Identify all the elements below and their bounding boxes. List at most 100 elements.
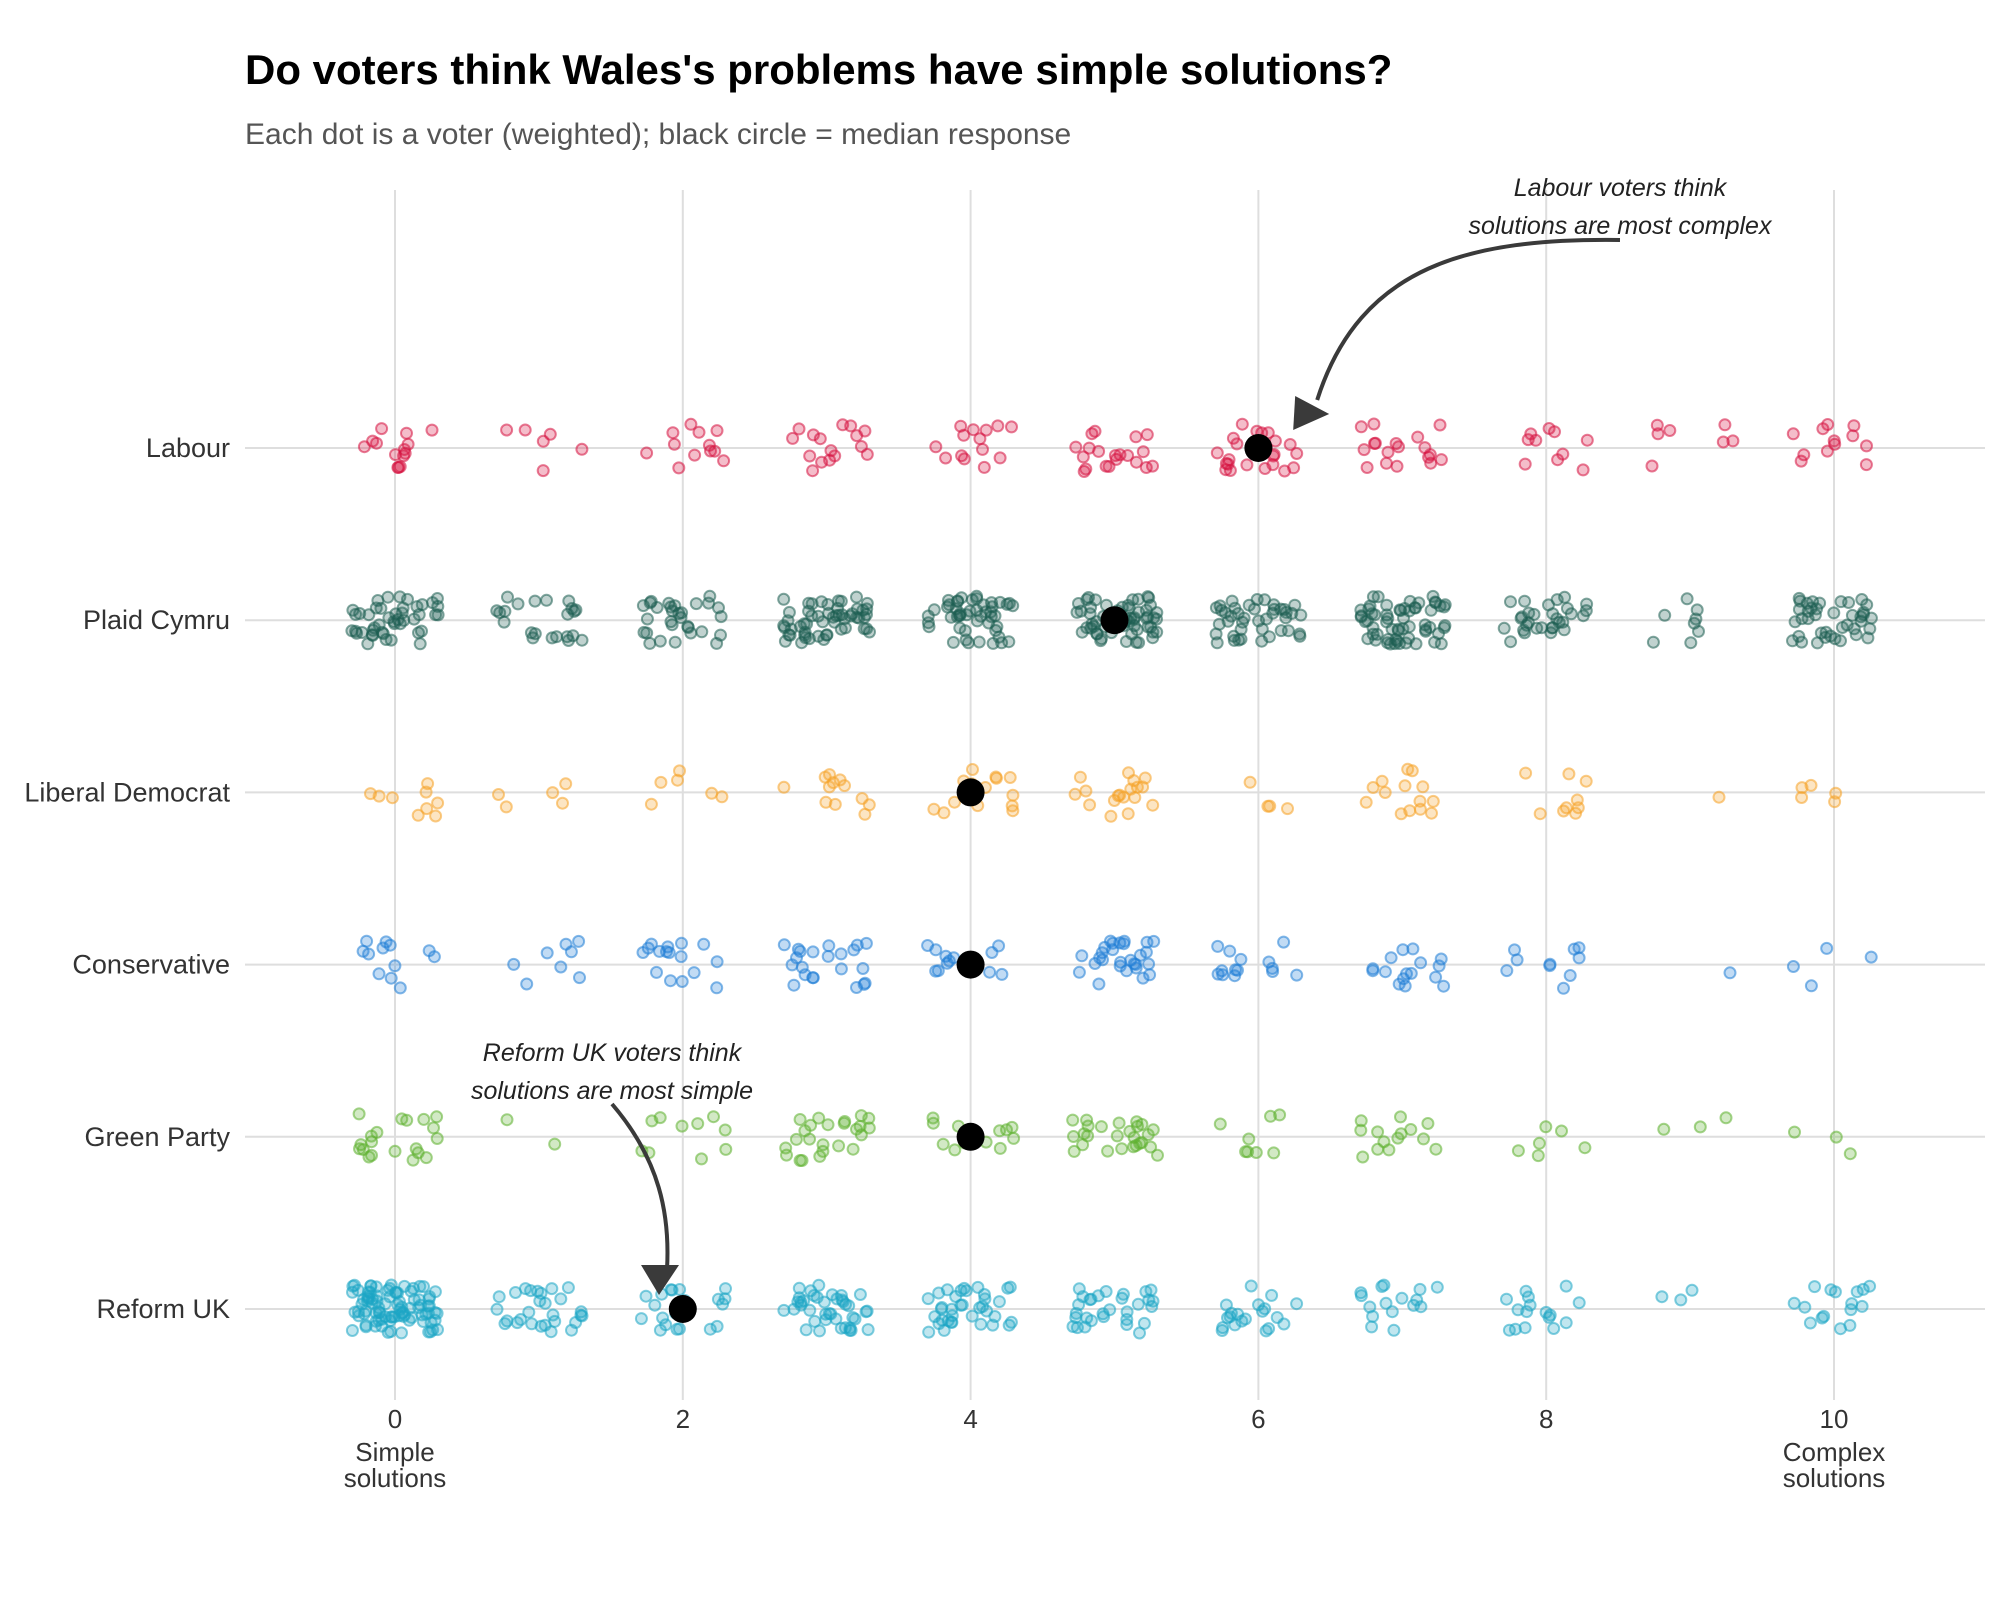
voter-dot <box>644 797 658 811</box>
voter-dot <box>1508 1322 1522 1336</box>
voter-dot <box>921 616 935 630</box>
voter-dot <box>857 610 871 624</box>
voter-dot <box>940 1283 954 1297</box>
voter-dot <box>565 1323 578 1337</box>
voter-dot <box>415 598 429 612</box>
voter-dot <box>976 442 989 456</box>
voter-dot <box>1576 463 1590 477</box>
voter-dot <box>798 628 812 642</box>
voter-dot <box>492 788 505 801</box>
voter-dot <box>802 596 816 610</box>
voter-dot <box>1221 457 1235 471</box>
voter-dot <box>988 1310 1002 1323</box>
voter-dot <box>1243 775 1257 789</box>
voter-dot <box>1417 1132 1430 1146</box>
voter-dot <box>833 773 847 787</box>
voter-dot <box>1829 1130 1843 1144</box>
voter-dot <box>674 950 688 964</box>
voter-dot <box>1079 462 1093 476</box>
voter-dot <box>667 437 681 451</box>
voter-dot <box>977 1288 991 1301</box>
voter-dot <box>1069 440 1083 454</box>
voter-dot <box>832 594 845 608</box>
median-marker <box>956 778 985 807</box>
voter-dot <box>1146 625 1160 639</box>
voter-dot <box>1551 453 1565 467</box>
voter-dot <box>1795 791 1809 804</box>
voter-dot <box>1795 781 1809 795</box>
x-end-label-simple: solutions <box>344 1463 447 1493</box>
voter-dot <box>546 786 560 800</box>
voter-dot <box>1497 621 1511 635</box>
voter-dot <box>684 417 698 431</box>
voter-dot <box>660 945 673 959</box>
voter-dot <box>650 965 663 979</box>
median-markers <box>668 434 1273 1323</box>
voter-dot <box>921 939 935 952</box>
voter-dot <box>1072 965 1086 979</box>
voter-dot <box>1109 452 1123 466</box>
voter-dot <box>672 461 686 475</box>
voter-dot <box>1290 968 1304 982</box>
voter-dot <box>839 1297 853 1311</box>
chart-title: Do voters think Wales's problems have si… <box>245 46 1392 93</box>
voter-dot <box>364 1279 378 1293</box>
voter-dot <box>792 1281 806 1295</box>
voter-dot <box>533 1294 547 1308</box>
voter-dot <box>948 1143 962 1157</box>
voter-dot <box>1834 595 1848 609</box>
voter-dot <box>369 601 383 615</box>
voter-dot <box>860 447 874 461</box>
voter-dot <box>381 590 395 604</box>
voter-dot <box>813 1149 827 1163</box>
voter-dot <box>1827 606 1841 620</box>
voter-dot <box>362 947 376 961</box>
voter-dot <box>1290 447 1304 460</box>
voter-dot <box>1121 807 1135 821</box>
voter-dot <box>1132 636 1146 650</box>
voter-dot <box>1500 964 1514 978</box>
voter-dot <box>1543 1308 1557 1322</box>
voter-dot <box>974 1317 988 1331</box>
voter-dot <box>429 809 443 823</box>
voter-dot <box>353 1142 366 1156</box>
voter-dot <box>665 604 679 618</box>
voter-dot <box>1394 1110 1407 1124</box>
voter-dot <box>1844 1303 1858 1317</box>
voter-dot <box>1359 795 1373 809</box>
voter-dot <box>520 977 534 991</box>
voter-dot <box>803 1303 817 1317</box>
voter-dot <box>1219 1298 1233 1312</box>
voter-dot <box>1859 458 1873 472</box>
voter-dot <box>858 424 872 438</box>
voter-dot <box>695 625 709 639</box>
voter-dot <box>1099 459 1113 473</box>
voter-dot <box>1788 1125 1801 1139</box>
voter-dot <box>1150 606 1164 620</box>
voter-dot <box>777 938 791 952</box>
voter-dot <box>853 1288 867 1301</box>
voter-dot <box>1533 807 1547 821</box>
voter-dot <box>1005 1120 1019 1134</box>
voter-dot <box>1687 616 1701 630</box>
voter-dot <box>1234 952 1248 966</box>
voter-dot <box>400 426 413 440</box>
annotation-labour-text: Labour voters think <box>1514 174 1728 202</box>
voter-dot <box>1075 949 1089 963</box>
voter-dot <box>1234 622 1248 636</box>
voter-dot <box>689 597 703 611</box>
voter-dot <box>1390 634 1404 648</box>
voter-dot <box>1223 944 1237 958</box>
voter-dot <box>639 1289 653 1303</box>
voter-dot <box>1579 774 1593 788</box>
voter-dot <box>711 1292 725 1306</box>
voter-dot <box>1680 592 1694 606</box>
voter-dot <box>1267 1146 1281 1160</box>
voter-dot <box>400 1113 414 1127</box>
voter-dot <box>1378 786 1392 799</box>
voter-dot <box>375 422 389 436</box>
voter-dot <box>794 1295 808 1309</box>
voter-dot <box>1129 957 1143 971</box>
voter-dot <box>973 1301 987 1315</box>
voter-dot <box>1115 1291 1129 1305</box>
